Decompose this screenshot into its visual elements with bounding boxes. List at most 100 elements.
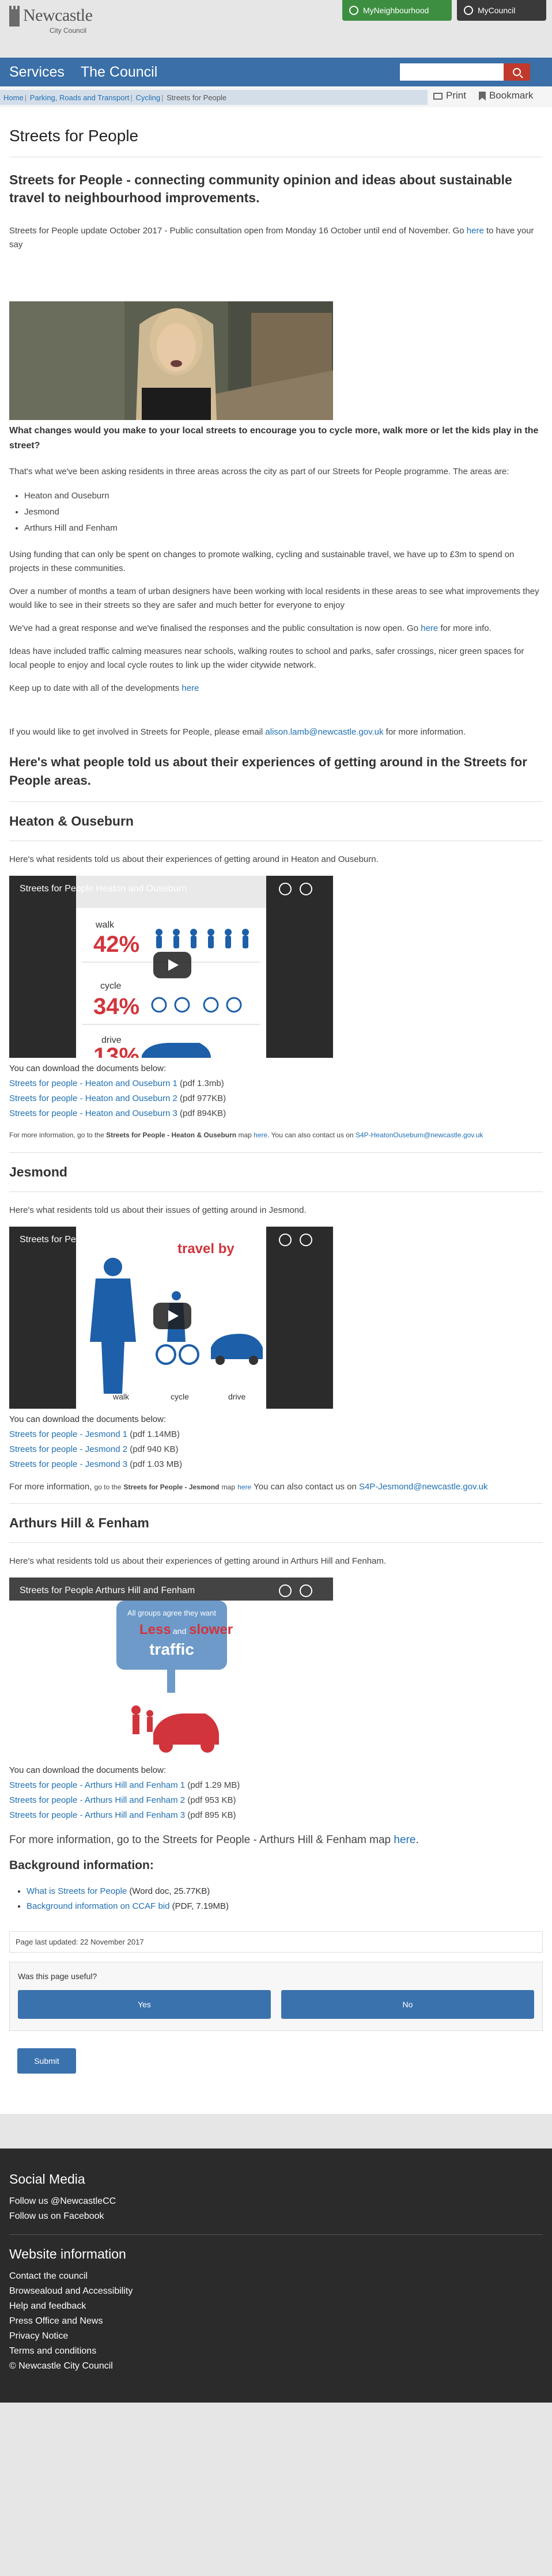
doc-row: Streets for people - Heaton and Ouseburn…	[9, 1091, 543, 1106]
doc-link[interactable]: Streets for people - Heaton and Ouseburn…	[9, 1079, 177, 1088]
email-link[interactable]: S4P-HeatonOuseburn@newcastle.gov.uk	[356, 1131, 483, 1139]
search-button[interactable]	[504, 63, 530, 81]
heaton-docs: You can download the documents below: St…	[9, 1061, 543, 1121]
more-text: go to the	[94, 1483, 122, 1491]
no-button[interactable]: No	[281, 1990, 534, 2019]
breadcrumb-current: Streets for People	[167, 93, 227, 102]
doc-link[interactable]: Background information on CCAF bid	[27, 1901, 170, 1911]
my-neighbourhood-button[interactable]: MyNeighbourhood	[342, 0, 452, 21]
more-text: You can also contact us on	[254, 1482, 357, 1492]
footer-link-browsealoud[interactable]: Browsealoud and Accessibility	[9, 2286, 133, 2296]
doc-row: Streets for people - Jesmond 1 (pdf 1.14…	[9, 1427, 543, 1442]
breadcrumb-cycling[interactable]: Cycling	[135, 93, 161, 102]
print-label: Print	[446, 90, 466, 101]
updates-link[interactable]: here	[182, 683, 199, 693]
doc-size: (pdf 977KB)	[180, 1094, 226, 1103]
footer-link-contact[interactable]: Contact the council	[9, 2271, 88, 2281]
footer-link-twitter[interactable]: Follow us @NewcastleCC	[9, 2196, 116, 2206]
update-link[interactable]: here	[466, 226, 484, 236]
bookmark-label: Bookmark	[489, 90, 534, 101]
submit-button[interactable]: Submit	[17, 2048, 76, 2074]
divider	[9, 1152, 543, 1153]
arthurs-video[interactable]: All groups agree they want Less and slow…	[9, 1578, 333, 1760]
clock-icon[interactable]	[279, 883, 292, 895]
footer-link-facebook[interactable]: Follow us on Facebook	[9, 2211, 104, 2221]
breadcrumb-home[interactable]: Home	[3, 93, 24, 102]
contact-email-link[interactable]: alison.lamb@newcastle.gov.uk	[265, 727, 384, 737]
doc-size: (pdf 894KB)	[180, 1109, 226, 1118]
bookmark-button[interactable]: Bookmark	[478, 90, 534, 101]
clock-icon[interactable]	[279, 1584, 292, 1597]
play-button[interactable]	[153, 1303, 191, 1329]
divider	[9, 1503, 543, 1504]
intro-video-image[interactable]	[9, 301, 333, 420]
doc-row: Streets for people - Heaton and Ouseburn…	[9, 1106, 543, 1121]
divider	[9, 1542, 543, 1543]
jesmond-intro: Here's what residents told us about thei…	[9, 1205, 307, 1215]
mode-label: cycle	[171, 1392, 189, 1401]
social-heading: Social Media	[9, 2172, 85, 2187]
video-controls	[279, 883, 312, 895]
doc-link[interactable]: Streets for people - Heaton and Ouseburn…	[9, 1109, 177, 1118]
jesmond-more-info: For more information, go to the Streets …	[9, 1480, 543, 1494]
more-link[interactable]: here	[394, 1834, 416, 1846]
more-link[interactable]: here	[237, 1483, 252, 1491]
background-list: What is Streets for People (Word doc, 25…	[27, 1884, 543, 1914]
intro-paragraph: That's what we've been asking residents …	[9, 467, 509, 476]
clock-icon[interactable]	[279, 1234, 292, 1246]
footer-link-privacy[interactable]: Privacy Notice	[9, 2331, 69, 2341]
mode-label: drive	[228, 1392, 246, 1401]
video-overlay-text: travel by	[177, 1241, 235, 1257]
print-button[interactable]: Print	[433, 90, 466, 101]
share-icon[interactable]	[300, 1234, 312, 1246]
heaton-video[interactable]: walk 42% cycle 34% drive 13% Streets for…	[9, 876, 333, 1058]
heaton-heading: Heaton & Ouseburn	[9, 814, 134, 829]
breadcrumb-parking[interactable]: Parking, Roads and Transport	[29, 93, 130, 102]
doc-link[interactable]: Streets for people - Arthurs Hill and Fe…	[9, 1795, 186, 1805]
doc-link[interactable]: Streets for people - Jesmond 3	[9, 1459, 128, 1469]
more-link[interactable]: here	[254, 1131, 268, 1139]
doc-link[interactable]: Streets for people - Jesmond 2	[9, 1444, 128, 1454]
my-council-button[interactable]: MyCouncil	[457, 0, 546, 21]
more-text: For more information, go to the	[9, 1131, 104, 1139]
list-item: Arthurs Hill and Fenham	[24, 520, 543, 536]
nav-services[interactable]: Services	[9, 63, 65, 80]
email-link[interactable]: S4P-Jesmond@newcastle.gov.uk	[359, 1482, 488, 1492]
areas-list: Heaton and Ouseburn Jesmond Arthurs Hill…	[24, 488, 543, 536]
more-text: map	[221, 1483, 236, 1491]
play-button[interactable]	[153, 952, 191, 978]
update-tail: to have your say	[9, 226, 534, 249]
page-title: Streets for People	[9, 127, 543, 157]
share-icon[interactable]	[300, 1584, 312, 1597]
doc-link[interactable]: Streets for people - Arthurs Hill and Fe…	[9, 1780, 186, 1790]
download-text: You can download the documents below:	[9, 1064, 167, 1073]
stat-value: 42%	[93, 932, 139, 957]
jesmond-docs: You can download the documents below: St…	[9, 1412, 543, 1472]
doc-link[interactable]: Streets for people - Heaton and Ouseburn…	[9, 1094, 177, 1103]
mode-label: walk	[112, 1392, 130, 1401]
footer-link-help[interactable]: Help and feedback	[9, 2301, 86, 2311]
doc-link[interactable]: Streets for people - Jesmond 1	[9, 1429, 128, 1439]
share-icon[interactable]	[300, 883, 312, 895]
updates-paragraph: Keep up to date with all of the developm…	[9, 682, 543, 695]
footer-link-terms[interactable]: Terms and conditions	[9, 2346, 97, 2356]
response-link[interactable]: here	[421, 623, 438, 633]
video-title: Streets for People Heaton and Ouseburn	[20, 884, 187, 894]
location-icon	[349, 6, 358, 15]
spacer	[9, 261, 543, 301]
council-logo[interactable]: Newcastle City Council	[9, 6, 124, 40]
jesmond-video[interactable]: travel by walk cycle drive Streets for P…	[9, 1227, 333, 1409]
more-bold: Streets for People - Jesmond	[123, 1483, 220, 1491]
sign-less: Less	[139, 1622, 171, 1637]
nav-the-council[interactable]: The Council	[80, 63, 158, 80]
doc-size: (pdf 1.3mb)	[180, 1079, 224, 1088]
footer-link-press[interactable]: Press Office and News	[9, 2316, 103, 2326]
doc-row: Streets for people - Arthurs Hill and Fe…	[9, 1778, 543, 1793]
search-input[interactable]	[400, 63, 504, 81]
doc-link[interactable]: Streets for people - Arthurs Hill and Fe…	[9, 1810, 186, 1820]
yes-button[interactable]: Yes	[18, 1990, 271, 2019]
list-item: Background information on CCAF bid (PDF,…	[27, 1899, 543, 1914]
print-icon	[433, 92, 443, 100]
intro-question: What changes would you make to your loca…	[9, 426, 539, 451]
doc-link[interactable]: What is Streets for People	[27, 1886, 127, 1896]
